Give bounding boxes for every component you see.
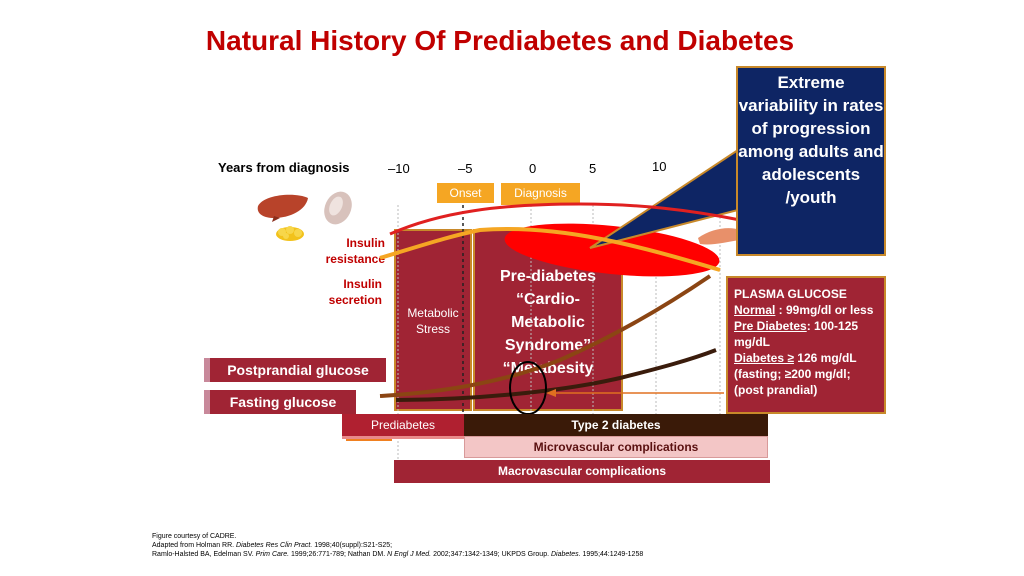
pancreas-icon [698, 228, 740, 245]
plasma-glucose-box: PLASMA GLUCOSE Normal : 99mg/dl or less … [726, 276, 886, 414]
tick-minus-5: –5 [458, 161, 473, 176]
insulin-secretion-curve [389, 202, 741, 236]
tick-10: 10 [652, 159, 667, 174]
fasting-glucose-text: Fasting glucose [229, 394, 337, 410]
fasting-glucose-label: Fasting glucose [204, 390, 356, 414]
plasma-arrow-head [546, 389, 556, 397]
citation-line-2: Adapted from Holman RR. Diabetes Res Cli… [152, 542, 393, 549]
muscle-icon [324, 191, 352, 225]
liver-icon [257, 194, 308, 222]
macrovascular-bar-label: Macrovascular complications [497, 464, 667, 478]
plasma-normal: Normal : 99mg/dl or less [734, 303, 874, 317]
citation-line-3: Ramlo-Halsted BA, Edelman SV. Prim Care.… [152, 551, 644, 558]
type2-diabetes-bar-label: Type 2 diabetes [571, 418, 661, 432]
prediabetes-bar-label: Prediabetes [370, 418, 436, 432]
years-axis-label: Years from diagnosis [218, 160, 350, 175]
plasma-prediabetes: Pre Diabetes: 100-125 mg/dL [734, 319, 859, 349]
tick-minus-10: –10 [388, 161, 410, 176]
macrovascular-bar: Macrovascular complications [394, 460, 770, 483]
page-title: Natural History Of Prediabetes and Diabe… [205, 25, 795, 56]
organ-icons [257, 191, 352, 241]
postprandial-glucose-text: Postprandial glucose [227, 362, 369, 378]
citation-footer: Figure courtesy of CADRE. Adapted from H… [152, 532, 643, 559]
insulin-secretion-label: Insulin secretion [328, 277, 382, 307]
microvascular-bar-label: Microvascular complications [533, 440, 699, 454]
tick-0: 0 [529, 161, 537, 176]
prediabetes-bar: Prediabetes [342, 414, 464, 436]
plasma-diabetes: Diabetes ≥ 126 mg/dL (fasting; ≥200 mg/d… [734, 351, 857, 397]
metabolic-stress-panel: Metabolic Stress [394, 229, 472, 411]
plasma-heading: PLASMA GLUCOSE [734, 287, 847, 301]
red-highlight-ellipse [504, 223, 720, 277]
insulin-resistance-curve [379, 227, 721, 272]
variability-callout: Extreme variability in rates of progress… [736, 66, 886, 256]
type2-diabetes-bar: Type 2 diabetes [464, 414, 768, 436]
onset-tag: Onset [437, 183, 494, 203]
fasting-glucose-curve [395, 348, 717, 402]
postprandial-glucose-curve [379, 274, 712, 398]
diagnosis-tag: Diagnosis [501, 183, 580, 205]
postprandial-glucose-label: Postprandial glucose [204, 358, 386, 382]
tick-5: 5 [589, 161, 597, 176]
insulin-resistance-label: Insulin resistance [325, 236, 385, 266]
microvascular-bar: Microvascular complications [464, 436, 768, 458]
citation-line-1: Figure courtesy of CADRE. [152, 533, 237, 540]
fat-icon [276, 226, 304, 241]
metabolic-stress-label: Metabolic Stress [407, 306, 459, 336]
